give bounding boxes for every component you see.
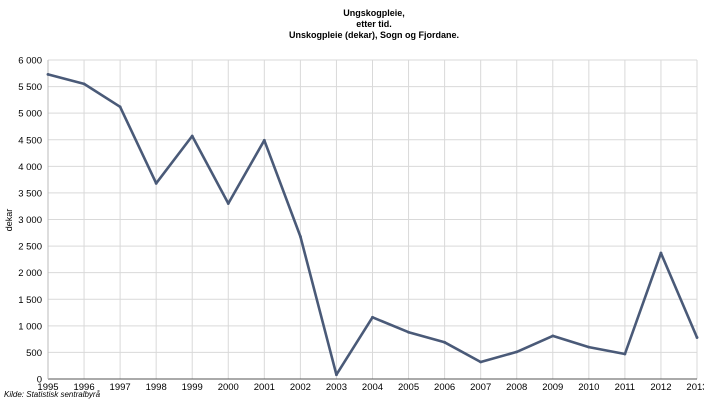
data-point: [623, 352, 627, 356]
chart-title-line-1: Ungskogpleie,: [343, 8, 405, 18]
data-point: [479, 360, 483, 364]
x-tick-label: 2007: [470, 382, 491, 393]
data-point: [82, 82, 86, 86]
data-point: [551, 334, 555, 338]
data-point: [118, 105, 122, 109]
axes: [47, 60, 697, 380]
y-tick-label: 6 000: [18, 56, 42, 67]
data-point: [443, 340, 447, 344]
data-point: [407, 330, 410, 334]
data-point: [659, 251, 663, 255]
chart-title-line-3: Unskogpleie (dekar), Sogn og Fjordane.: [289, 30, 459, 40]
y-tick-label: 5 000: [18, 109, 42, 120]
y-tick-labels: 0 500 1 000 1 500 2 000 2 500 3 000 3 500 4 000 4…: [18, 56, 42, 386]
x-tick-label: 2006: [434, 382, 455, 393]
data-point: [190, 134, 194, 138]
y-tick-label: 3 000: [18, 215, 42, 226]
data-point: [298, 235, 302, 238]
data-point: [515, 350, 519, 354]
data-point: [695, 336, 699, 339]
x-tick-label: 1995: [37, 382, 58, 393]
x-tick-label: 2010: [578, 382, 599, 393]
gridlines: [47, 59, 698, 379]
x-tick-label: 1999: [182, 382, 203, 393]
y-tick-label: 500: [26, 348, 42, 359]
x-tick-labels: 1995 1996 1997 1998 1999 2000 2001 2002 2003 2004…: [37, 382, 704, 393]
x-tick-label: 1998: [146, 382, 167, 393]
x-tick-label: 2002: [290, 382, 311, 393]
data-point: [371, 315, 374, 319]
x-tick-label: 2008: [506, 382, 527, 393]
x-tick-label: 2004: [362, 382, 383, 393]
source-note: Kilde: Statistisk sentralbyrå: [4, 390, 101, 399]
y-tick-label: 1 500: [18, 295, 42, 306]
series: [46, 72, 699, 377]
x-tick-label: 2011: [615, 382, 635, 393]
data-point: [46, 72, 50, 76]
x-tick-label: 2009: [542, 382, 563, 393]
y-tick-label: 0: [37, 375, 42, 386]
x-tick-label: 2012: [650, 382, 671, 393]
x-tick-label: 1996: [73, 382, 94, 393]
y-tick-label: 1 000: [18, 321, 42, 332]
x-tick-label: 2013: [686, 382, 704, 393]
data-point: [335, 373, 338, 377]
x-tick-label: 2005: [398, 382, 419, 393]
data-point: [587, 345, 591, 349]
x-tick-label: 2001: [254, 382, 275, 393]
y-axis-label: dekar: [4, 209, 14, 232]
y-tick-label: 4 000: [18, 162, 42, 173]
x-tick-label: 2003: [326, 382, 347, 393]
chart-title-line-2: etter tid.: [356, 19, 392, 29]
data-point: [226, 202, 230, 205]
y-tick-label: 4 500: [18, 135, 42, 146]
chart-title: Ungskogpleie, etter tid. Unskogpleie (de…: [289, 8, 459, 40]
data-point: [154, 181, 158, 185]
y-tick-label: 3 500: [18, 188, 42, 199]
y-tick-label: 5 500: [18, 82, 42, 93]
y-tick-label: 2 000: [18, 268, 42, 279]
y-tick-label: 2 500: [18, 242, 42, 253]
x-tick-label: 2000: [218, 382, 239, 393]
x-tick-label: 1997: [110, 382, 131, 393]
data-point: [262, 138, 266, 142]
